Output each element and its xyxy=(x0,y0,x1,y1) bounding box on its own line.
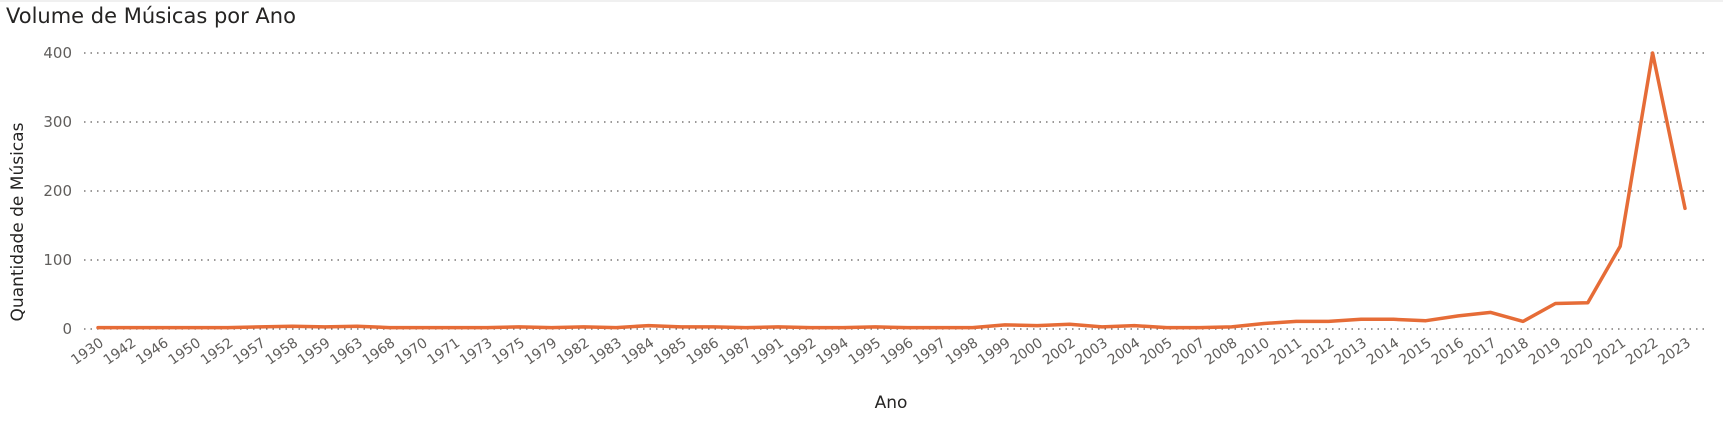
series-line xyxy=(96,51,1687,330)
x-tick-label: 2002 xyxy=(1040,335,1078,369)
x-tick-label: 2015 xyxy=(1396,335,1434,369)
x-tick-label: 2022 xyxy=(1623,335,1661,369)
chart-title: Volume de Músicas por Ano xyxy=(6,4,296,28)
x-tick-label: 2000 xyxy=(1008,335,1046,369)
x-tick-label: 1958 xyxy=(263,335,301,369)
x-tick-label: 2008 xyxy=(1202,335,1240,369)
x-tick-label: 1946 xyxy=(133,335,171,369)
x-tick-label: 1930 xyxy=(68,335,106,369)
x-tick-label: 1983 xyxy=(587,335,625,369)
x-tick-label: 1992 xyxy=(781,335,819,369)
y-tick-label: 400 xyxy=(43,44,72,62)
y-tick-label: 300 xyxy=(43,113,72,131)
x-tick-label: 1995 xyxy=(846,335,884,369)
y-tick-label: 100 xyxy=(43,251,72,269)
x-axis-label: Ano xyxy=(875,393,908,413)
x-tick-label: 1959 xyxy=(295,335,333,369)
x-tick-label: 1994 xyxy=(813,335,851,369)
x-tick-label: 2012 xyxy=(1299,335,1337,369)
x-tick-label: 1973 xyxy=(457,335,495,369)
x-tick-label: 1991 xyxy=(749,335,787,369)
x-tick-label: 1963 xyxy=(328,335,366,369)
x-tick-label: 1999 xyxy=(975,335,1013,369)
x-tick-label: 1982 xyxy=(554,335,592,369)
x-tick-label: 2010 xyxy=(1234,335,1272,369)
x-axis-ticks: 1930194219461950195219571958195919631968… xyxy=(68,335,1693,369)
x-tick-label: 1942 xyxy=(101,335,139,369)
x-tick-label: 1987 xyxy=(716,335,754,369)
x-tick-label: 2019 xyxy=(1526,335,1564,369)
x-tick-label: 1984 xyxy=(619,335,657,369)
x-tick-label: 1985 xyxy=(651,335,689,369)
y-axis-label: Quantidade de Músicas xyxy=(8,122,28,321)
x-tick-label: 1970 xyxy=(392,335,430,369)
y-axis-ticks: 0 100 200 300 400 xyxy=(43,44,72,338)
x-tick-label: 1950 xyxy=(166,335,204,369)
x-tick-label: 2007 xyxy=(1170,335,1208,369)
x-tick-label: 1998 xyxy=(943,335,981,369)
x-tick-label: 1979 xyxy=(522,335,560,369)
x-tick-label: 2020 xyxy=(1558,335,1596,369)
x-tick-label: 1971 xyxy=(425,335,463,369)
x-tick-label: 1996 xyxy=(878,335,916,369)
x-tick-label: 1957 xyxy=(230,335,268,369)
x-tick-label: 1952 xyxy=(198,335,236,369)
x-tick-label: 2016 xyxy=(1429,335,1467,369)
top-border xyxy=(0,0,1723,2)
x-tick-label: 2023 xyxy=(1655,335,1693,369)
x-tick-label: 2014 xyxy=(1364,335,1402,369)
x-tick-label: 1968 xyxy=(360,335,398,369)
y-tick-label: 0 xyxy=(62,320,72,338)
x-tick-label: 2011 xyxy=(1267,335,1305,369)
x-tick-label: 2004 xyxy=(1105,335,1143,369)
gridlines xyxy=(84,52,1706,330)
x-tick-label: 2017 xyxy=(1461,335,1499,369)
x-tick-label: 1986 xyxy=(684,335,722,369)
x-tick-label: 2005 xyxy=(1137,335,1175,369)
x-tick-label: 1975 xyxy=(489,335,527,369)
x-tick-label: 2021 xyxy=(1591,335,1629,369)
x-tick-label: 2018 xyxy=(1493,335,1531,369)
x-tick-label: 2013 xyxy=(1332,335,1370,369)
y-tick-label: 200 xyxy=(43,182,72,200)
x-tick-label: 1997 xyxy=(911,335,949,369)
x-tick-label: 2003 xyxy=(1072,335,1110,369)
